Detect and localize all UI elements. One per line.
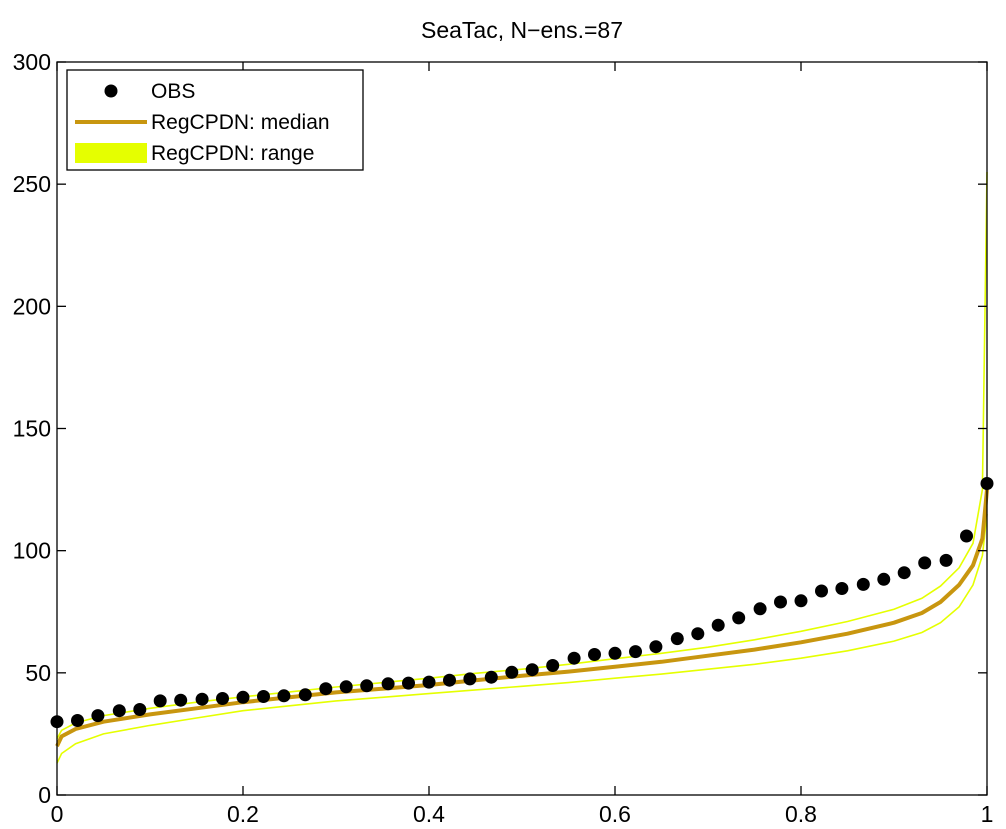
range-lower-line (56, 513, 988, 764)
obs-point-3 (112, 704, 126, 718)
y-tick-label-6: 300 (13, 49, 51, 75)
obs-point-8 (216, 692, 229, 705)
obs-point-32 (711, 618, 725, 632)
obs-point-41 (897, 566, 911, 580)
obs-point-7 (195, 692, 209, 706)
y-axis: 0 50 100 150 200 250 300 (13, 49, 987, 808)
obs-point-27 (608, 646, 622, 660)
legend: OBS RegCPDN: median RegCPDN: range (66, 69, 364, 171)
range-upper-line (56, 171, 988, 740)
obs-point-26 (588, 648, 601, 661)
plot-area (50, 171, 994, 764)
obs-point-31 (691, 627, 705, 641)
y-tick-label-2: 100 (13, 538, 51, 564)
x-tick-label-5: 1 (981, 801, 994, 827)
y-tick-label-4: 200 (13, 293, 51, 319)
y-tick-label-1: 50 (25, 660, 51, 686)
y-tick-label-5: 250 (13, 171, 51, 197)
chart-title: SeaTac, N−ens.=87 (421, 17, 623, 43)
obs-point-44 (960, 529, 973, 543)
x-tick-label-1: 0.2 (227, 801, 259, 827)
legend-label-1: RegCPDN: median (151, 111, 330, 134)
obs-point-4 (133, 703, 147, 716)
obs-point-17 (402, 676, 415, 690)
legend-label-2: RegCPDN: range (151, 142, 314, 165)
axes-box (56, 61, 988, 796)
obs-point-12 (298, 688, 312, 702)
obs-point-2 (91, 709, 105, 723)
y-tick-label-0: 0 (38, 782, 51, 808)
obs-point-39 (856, 577, 870, 591)
axes-frame (56, 61, 988, 796)
obs-point-18 (422, 675, 436, 689)
x-tick-label-2: 0.4 (413, 801, 445, 827)
obs-point-14 (339, 680, 353, 694)
obs-point-24 (546, 659, 560, 672)
obs-point-6 (174, 693, 188, 707)
median-line (55, 489, 989, 747)
obs-point-35 (774, 595, 787, 609)
obs-point-16 (381, 677, 395, 691)
obs-point-36 (794, 594, 808, 608)
obs-point-11 (277, 689, 291, 703)
legend-marker-obs (104, 84, 118, 98)
obs-point-5 (153, 694, 167, 708)
obs-point-20 (463, 672, 477, 686)
obs-point-33 (732, 611, 746, 625)
obs-point-1 (71, 714, 84, 727)
obs-point-13 (319, 682, 333, 696)
y-tick-label-3: 150 (13, 416, 51, 442)
x-tick-label-4: 0.8 (785, 801, 817, 827)
obs-point-43 (939, 553, 953, 567)
legend-swatch-range (75, 143, 147, 163)
x-tick-label-3: 0.6 (599, 801, 631, 827)
obs-point-42 (918, 556, 932, 570)
obs-point-19 (443, 673, 456, 687)
legend-label-0: OBS (151, 80, 195, 103)
obs-point-28 (629, 645, 642, 659)
obs-point-30 (670, 632, 684, 646)
obs-point-40 (877, 572, 891, 586)
x-tick-label-0: 0 (51, 801, 64, 827)
obs-point-38 (835, 582, 849, 595)
obs-point-21 (484, 670, 498, 684)
obs-point-10 (257, 690, 270, 703)
obs-point-37 (815, 584, 828, 598)
obs-point-22 (505, 665, 519, 679)
obs-point-25 (567, 651, 581, 665)
obs-point-9 (236, 690, 250, 704)
obs-point-34 (753, 602, 767, 616)
obs-point-29 (649, 640, 663, 654)
obs-point-15 (360, 679, 374, 693)
x-axis: 0 0.2 0.4 0.6 0.8 1 (51, 62, 994, 827)
obs-point-23 (525, 663, 539, 677)
